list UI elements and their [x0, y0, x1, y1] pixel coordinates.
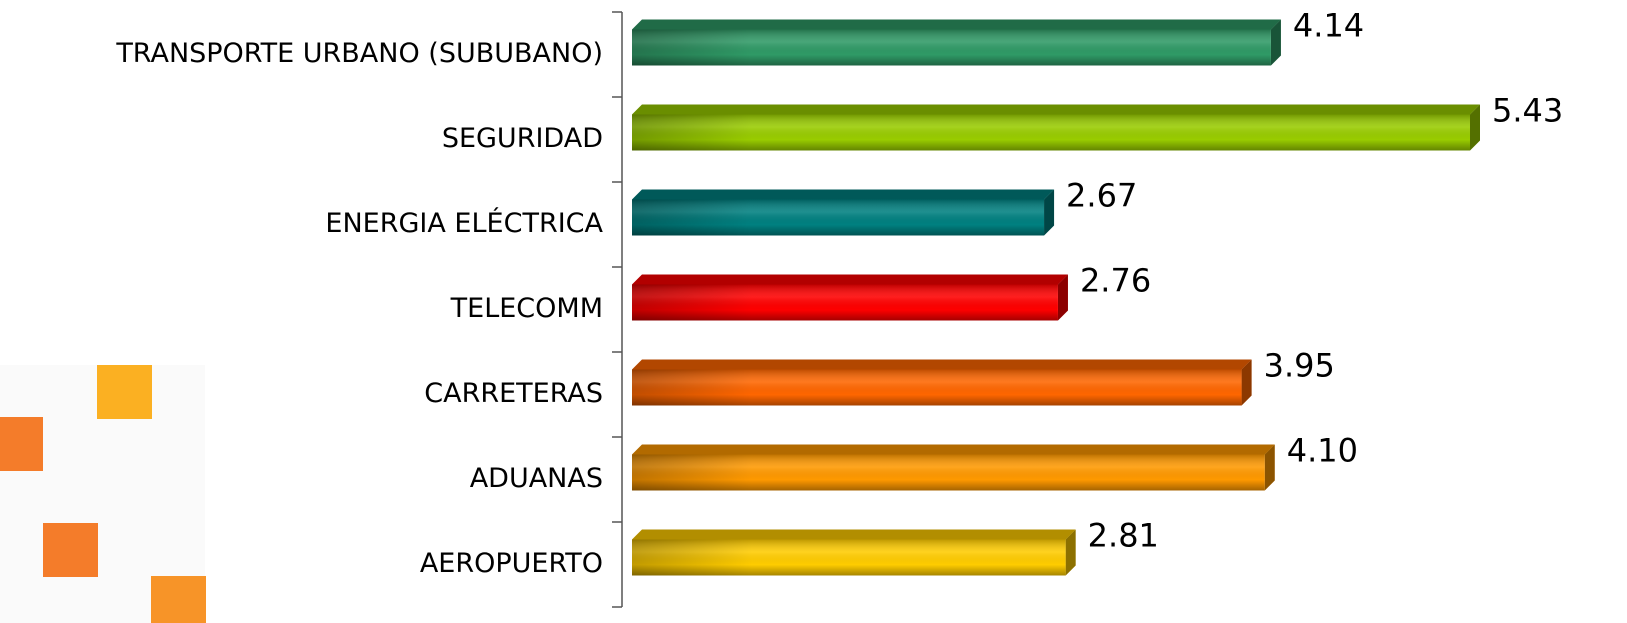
y-tick-label: ENERGIA ELÉCTRICA: [325, 207, 603, 239]
bar-shade: [632, 370, 752, 406]
value-label: 3.95: [1264, 347, 1335, 385]
y-tick-label: TRANSPORTE URBANO (SUBUBANO): [115, 38, 603, 69]
value-label: 2.81: [1088, 517, 1159, 555]
bar-shade: [632, 115, 1470, 151]
value-label: 2.76: [1080, 262, 1151, 300]
value-label: 4.10: [1287, 432, 1358, 470]
bar-shade: [632, 540, 752, 576]
bar-shade: [632, 115, 752, 151]
value-label: 2.67: [1066, 177, 1137, 215]
bar-top-shade: [632, 20, 1281, 30]
bar-top-shade: [632, 275, 1068, 285]
value-label: 4.14: [1293, 7, 1364, 45]
y-tick-label: SEGURIDAD: [442, 123, 603, 154]
bar-top-shade: [632, 190, 1054, 200]
bar-top-shade: [632, 530, 1076, 540]
bar-top-shade: [632, 445, 1275, 455]
y-tick-label: AEROPUERTO: [420, 548, 603, 579]
y-tick-label: TELECOMM: [450, 293, 603, 324]
bar-top-shade: [632, 105, 1480, 115]
y-tick-label: CARRETERAS: [424, 378, 603, 409]
decoration: [0, 365, 206, 623]
chart: TRANSPORTE URBANO (SUBUBANO) 4.14 SEGURIDA…: [0, 0, 1627, 623]
y-tick-label: ADUANAS: [470, 463, 603, 494]
bar-top-shade: [632, 360, 1252, 370]
bar-shade: [632, 30, 752, 66]
value-label: 5.43: [1492, 92, 1563, 130]
bar-shade: [632, 200, 752, 236]
bar-shade: [632, 455, 752, 491]
bar-shade: [632, 285, 752, 321]
